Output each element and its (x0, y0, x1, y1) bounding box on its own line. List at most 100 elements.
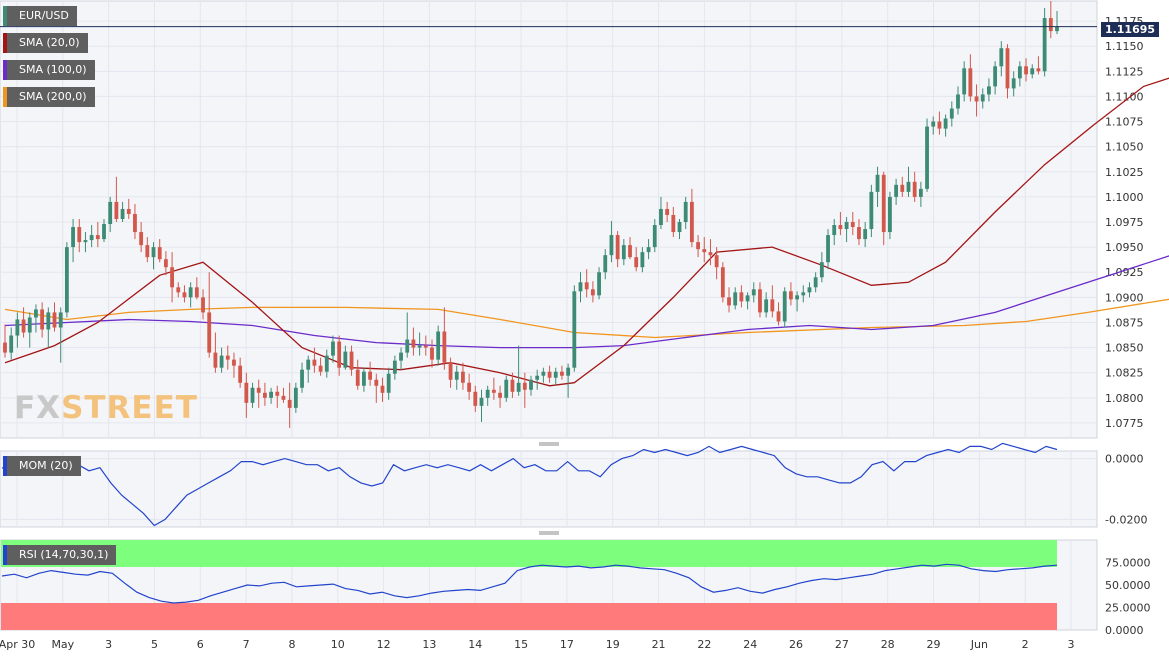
candle-body (40, 309, 45, 330)
candle-body (888, 196, 892, 233)
candle-body (708, 252, 713, 256)
candle-body (293, 387, 298, 408)
candle-body (262, 392, 267, 398)
mom-line (1, 442, 1058, 527)
candle-body (758, 289, 762, 313)
candle-body (83, 240, 88, 243)
candle-body (194, 287, 199, 298)
price-panel (0, 0, 1098, 439)
x-tick-label-21: Jun (970, 638, 988, 651)
candle-body (213, 352, 218, 368)
candle-body (170, 267, 174, 288)
candle-body (442, 331, 447, 363)
candle-body (380, 385, 385, 393)
rsi-tick-label-0: 75.0000 (1105, 557, 1151, 570)
candle-body (857, 227, 861, 240)
candle-body (962, 68, 967, 95)
candle-body (974, 96, 979, 102)
price-tick-label-15: 1.0800 (1105, 392, 1144, 405)
candle-body (46, 312, 51, 330)
candle-body (925, 126, 929, 189)
candle-body (504, 379, 509, 398)
x-tick-label-4: 6 (197, 638, 204, 651)
candle-body (628, 245, 632, 258)
candle-body (813, 277, 818, 288)
x-tick-label-7: 10 (331, 638, 345, 651)
candle-body (770, 299, 775, 312)
candle-body (399, 352, 403, 361)
candle-body (1017, 66, 1022, 79)
x-tick-label-3: 5 (151, 638, 158, 651)
candle-body (906, 181, 911, 192)
candle-body (21, 319, 26, 333)
symbol-label: EUR/USD (3, 6, 77, 26)
x-tick-label-9: 13 (422, 638, 436, 651)
x-tick-label-23: 3 (1068, 638, 1075, 651)
candle-body (968, 68, 973, 97)
candle-body (71, 227, 75, 248)
candle-body (535, 375, 540, 380)
price-tick-label-13: 1.0850 (1105, 342, 1144, 355)
candle-body (102, 224, 106, 240)
candle-body (807, 287, 812, 293)
mom-label: MOM (20) (3, 456, 81, 476)
candle-body (764, 299, 769, 313)
x-tick-label-10: 14 (468, 638, 482, 651)
candle-body (677, 222, 682, 233)
candle-body (461, 371, 465, 383)
candle-body (572, 291, 577, 368)
sma200-label: SMA (200,0) (3, 87, 95, 107)
candle-body (473, 391, 478, 406)
candle-body (566, 367, 571, 376)
candle-body (943, 118, 948, 129)
price-tick-label-8: 1.0975 (1105, 216, 1144, 229)
candle-body (126, 208, 131, 214)
candle-body (275, 391, 280, 396)
x-tick-label-0: Apr 30 (0, 638, 35, 651)
candle-body (287, 399, 292, 408)
candle-body (863, 229, 868, 240)
price-tick-label-6: 1.1025 (1105, 166, 1144, 179)
sma100-line (4, 255, 1169, 349)
candle-body (163, 259, 168, 268)
price-tick-label-12: 1.0875 (1105, 316, 1144, 329)
candle-body (776, 311, 781, 322)
candle-body (133, 213, 137, 233)
price-tick-label-1: 1.1150 (1105, 40, 1144, 53)
candle-body (547, 371, 552, 378)
candle-body (349, 351, 354, 370)
candle-body (1055, 26, 1059, 32)
mom-tick-label-0: 0.0000 (1105, 453, 1144, 466)
price-tick-label-10: 1.0925 (1105, 266, 1144, 279)
candle-body (312, 359, 317, 366)
price-tick-label-5: 1.1050 (1105, 141, 1144, 154)
candle-body (727, 297, 731, 306)
candle-body (34, 309, 38, 318)
x-tick-label-2: 3 (105, 638, 112, 651)
rsi-tick-label-1: 50.0000 (1105, 579, 1151, 592)
candle-body (782, 291, 787, 322)
x-tick-label-12: 17 (560, 638, 574, 651)
price-tick-label-14: 1.0825 (1105, 367, 1144, 380)
x-tick-label-15: 22 (697, 638, 711, 651)
candle-body (510, 379, 515, 392)
candle-body (590, 289, 595, 296)
candle-body (114, 201, 119, 219)
candle-body (219, 355, 224, 368)
candle-body (374, 379, 379, 386)
candle-body (250, 387, 255, 403)
candle-body (844, 222, 849, 230)
rsi-overbought-zone (1, 540, 1057, 567)
candle-body (949, 108, 954, 119)
candle-body (89, 235, 94, 241)
price-tick-label-16: 1.0775 (1105, 417, 1144, 430)
candle-body (1042, 18, 1047, 72)
candle-body (145, 245, 150, 258)
candle-body (819, 262, 824, 278)
candle-body (479, 397, 484, 406)
candle-body (652, 225, 657, 248)
candle-body (300, 369, 304, 388)
candle-body (801, 292, 806, 296)
